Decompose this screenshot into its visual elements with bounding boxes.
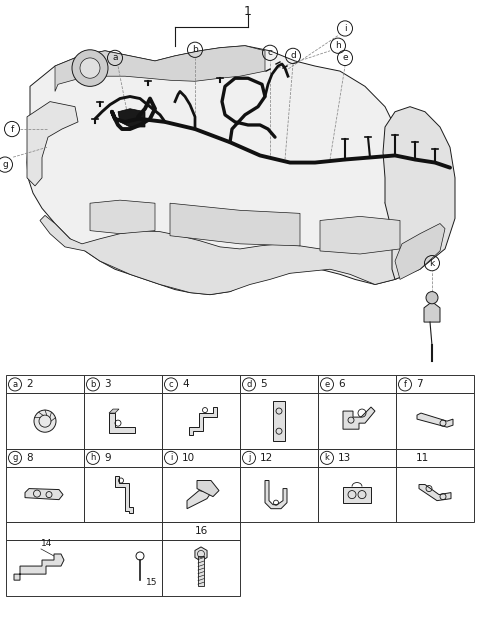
Circle shape — [72, 50, 108, 86]
Text: 13: 13 — [338, 453, 351, 463]
Bar — [240, 375, 318, 394]
Text: 7: 7 — [416, 379, 422, 389]
Bar — [6, 449, 84, 467]
Text: c: c — [267, 48, 273, 57]
Polygon shape — [109, 409, 119, 413]
Bar — [396, 467, 474, 522]
Text: i: i — [344, 24, 346, 33]
Bar — [6, 394, 84, 449]
Text: 12: 12 — [260, 453, 273, 463]
Circle shape — [426, 291, 438, 304]
Text: k: k — [430, 258, 434, 267]
Polygon shape — [90, 200, 155, 234]
Bar — [162, 540, 240, 596]
Bar — [6, 467, 84, 522]
Polygon shape — [115, 476, 133, 512]
Text: f: f — [11, 124, 13, 133]
Polygon shape — [109, 413, 135, 433]
Text: e: e — [342, 53, 348, 62]
Bar — [396, 375, 474, 394]
Bar — [396, 394, 474, 449]
Polygon shape — [55, 46, 265, 91]
Bar — [162, 522, 240, 540]
Text: a: a — [12, 380, 18, 389]
Bar — [396, 449, 474, 467]
Polygon shape — [27, 46, 450, 295]
Text: d: d — [290, 51, 296, 60]
Bar — [6, 522, 162, 540]
Text: f: f — [404, 380, 407, 389]
Text: 2: 2 — [26, 379, 33, 389]
Text: 4: 4 — [182, 379, 189, 389]
Bar — [162, 449, 240, 467]
Polygon shape — [195, 547, 207, 561]
Text: k: k — [324, 453, 329, 462]
Bar — [318, 449, 396, 467]
Bar — [162, 375, 240, 394]
Text: c: c — [168, 380, 173, 389]
Text: b: b — [192, 45, 198, 54]
Text: h: h — [90, 453, 96, 462]
Bar — [162, 394, 240, 449]
Bar — [198, 556, 204, 586]
Text: 1: 1 — [244, 5, 252, 18]
Text: 9: 9 — [104, 453, 110, 463]
Polygon shape — [265, 481, 287, 509]
Polygon shape — [424, 302, 440, 322]
Bar — [162, 467, 240, 522]
Text: j: j — [248, 453, 250, 462]
Polygon shape — [170, 203, 300, 246]
Text: 3: 3 — [104, 379, 110, 389]
Bar — [6, 375, 84, 394]
Text: b: b — [90, 380, 96, 389]
Polygon shape — [395, 224, 445, 279]
Bar — [273, 401, 285, 441]
Polygon shape — [320, 217, 400, 254]
Text: d: d — [246, 380, 252, 389]
Bar — [240, 467, 318, 522]
Bar — [318, 394, 396, 449]
Polygon shape — [343, 407, 375, 429]
Text: 10: 10 — [182, 453, 195, 463]
Polygon shape — [197, 481, 219, 497]
Text: 11: 11 — [416, 453, 429, 463]
Polygon shape — [27, 102, 78, 186]
Text: h: h — [335, 41, 341, 50]
Bar — [240, 449, 318, 467]
Polygon shape — [14, 554, 64, 580]
Polygon shape — [187, 491, 211, 509]
Bar — [318, 375, 396, 394]
Polygon shape — [383, 107, 455, 279]
Text: 16: 16 — [194, 526, 208, 537]
Circle shape — [80, 58, 100, 78]
Text: 8: 8 — [26, 453, 33, 463]
Polygon shape — [417, 413, 453, 427]
Circle shape — [34, 410, 56, 432]
Text: 14: 14 — [41, 539, 52, 548]
Polygon shape — [189, 407, 217, 435]
Bar — [84, 394, 162, 449]
Text: i: i — [170, 453, 172, 462]
Polygon shape — [118, 109, 145, 127]
Text: 5: 5 — [260, 379, 266, 389]
Polygon shape — [25, 488, 63, 500]
Bar — [84, 449, 162, 467]
Bar — [318, 467, 396, 522]
Text: e: e — [324, 380, 330, 389]
Bar — [84, 467, 162, 522]
Polygon shape — [40, 215, 440, 295]
Text: g: g — [12, 453, 18, 462]
Bar — [84, 375, 162, 394]
Text: g: g — [2, 160, 8, 169]
Text: a: a — [112, 53, 118, 62]
Bar — [240, 394, 318, 449]
Bar — [6, 540, 162, 596]
Text: 15: 15 — [146, 578, 157, 587]
Polygon shape — [343, 486, 371, 503]
Text: 6: 6 — [338, 379, 345, 389]
Polygon shape — [419, 485, 451, 500]
